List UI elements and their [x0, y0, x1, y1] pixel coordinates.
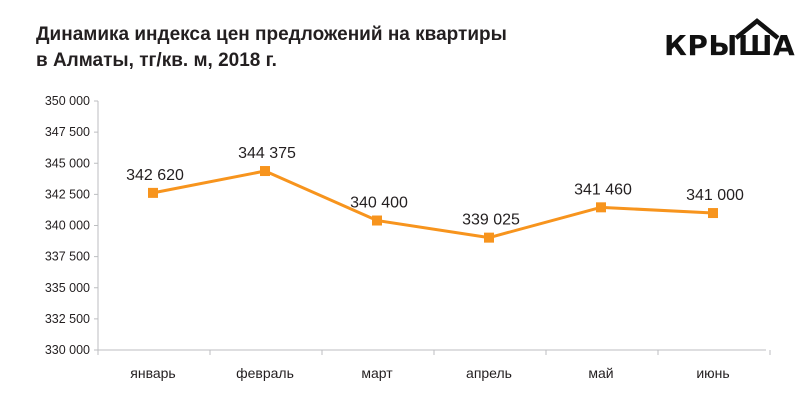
y-tick-label: 340 000: [45, 219, 90, 233]
series-line: [148, 166, 718, 243]
y-tick-label: 335 000: [45, 281, 90, 295]
data-label: 340 400: [350, 195, 408, 212]
logo-text: КРЫША: [664, 29, 796, 62]
data-point: [596, 202, 606, 213]
x-tick-label: март: [361, 365, 393, 381]
y-tick-label: 345 000: [45, 156, 90, 170]
krysha-logo: КРЫША: [664, 12, 795, 64]
chart-title-line-2: в Алматы, тг/кв. м, 2018 г.: [36, 50, 277, 71]
data-label: 341 460: [574, 181, 632, 198]
x-tick-label: май: [588, 365, 613, 381]
y-axis: 330 000 332 500 335 000 337 500 340 000 342 5…: [45, 94, 99, 357]
y-tick-label: 350 000: [45, 94, 90, 108]
data-label: 344 375: [238, 145, 296, 162]
data-point: [148, 187, 158, 198]
data-point: [484, 232, 494, 243]
chart-title-line-1: Динамика индекса цен предложений на квар…: [36, 24, 507, 45]
y-tick-label: 337 500: [45, 250, 90, 264]
data-label: 342 620: [126, 167, 184, 184]
data-label: 341 000: [686, 187, 744, 204]
data-point: [372, 215, 382, 226]
house-roof-icon: [734, 18, 780, 40]
y-tick-label: 332 500: [45, 312, 90, 326]
chart-title: Динамика индекса цен предложений на квар…: [36, 22, 507, 74]
data-point: [260, 166, 270, 177]
x-tick-label: январь: [130, 365, 175, 381]
data-labels: 342 620 344 375 340 400 339 025 341 460 341 0…: [126, 145, 744, 229]
y-tick-label: 342 500: [45, 187, 90, 201]
data-point: [708, 208, 718, 219]
x-axis: январь февраль март апрель май июнь: [97, 349, 771, 381]
series-polyline: [152, 169, 714, 240]
x-tick-label: февраль: [236, 365, 294, 381]
y-tick-label: 347 500: [45, 125, 90, 139]
x-tick-label: апрель: [466, 365, 512, 381]
data-label: 339 025: [462, 212, 520, 229]
y-tick-label: 330 000: [45, 343, 90, 357]
x-tick-label: июнь: [696, 365, 729, 381]
